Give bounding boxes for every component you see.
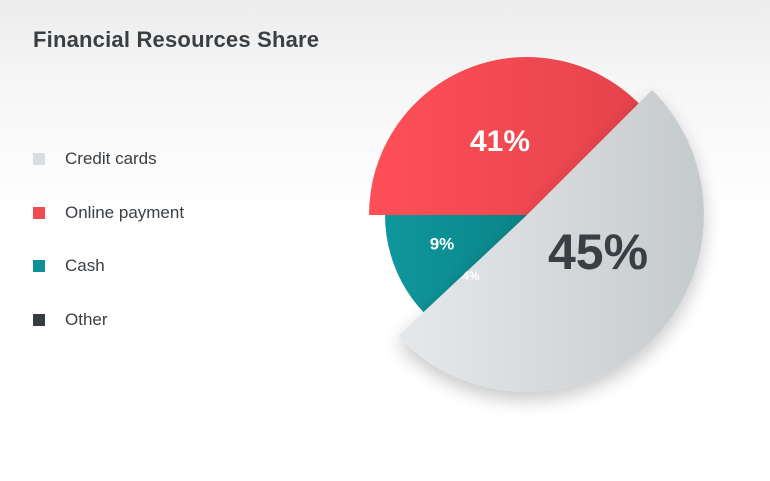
pie-data-labels: 45% 41% 9% 4%: [430, 125, 648, 283]
pie-slices: [369, 57, 704, 392]
chart-title: Financial Resources Share: [33, 27, 320, 52]
legend-swatch: [33, 206, 45, 219]
legend-item-credit-cards: Credit cards: [33, 145, 184, 173]
legend-label: Other: [65, 309, 108, 329]
data-label-cash: 9%: [430, 234, 455, 253]
legend-label: Online payment: [65, 202, 185, 222]
legend-label: Credit cards: [65, 149, 157, 168]
pie-slice-credit-cards: [397, 89, 704, 392]
data-label-other: 4%: [462, 269, 480, 283]
legend-swatch: [33, 153, 45, 165]
legend-swatch: [33, 260, 45, 272]
data-label-online-payment: 41%: [470, 125, 530, 158]
legend-item-online-payment: Online payment: [33, 199, 184, 227]
legend-item-other: Other: [33, 306, 184, 334]
legend-label: Cash: [65, 256, 105, 275]
pie-slice-cash: [385, 215, 527, 317]
chart-legend: Credit cards Online payment Cash Other: [33, 145, 184, 359]
pie-slice-online-payment: [369, 57, 642, 215]
legend-item-cash: Cash: [33, 252, 184, 280]
legend-swatch: [33, 313, 45, 326]
data-label-credit-cards: 45%: [548, 224, 648, 280]
